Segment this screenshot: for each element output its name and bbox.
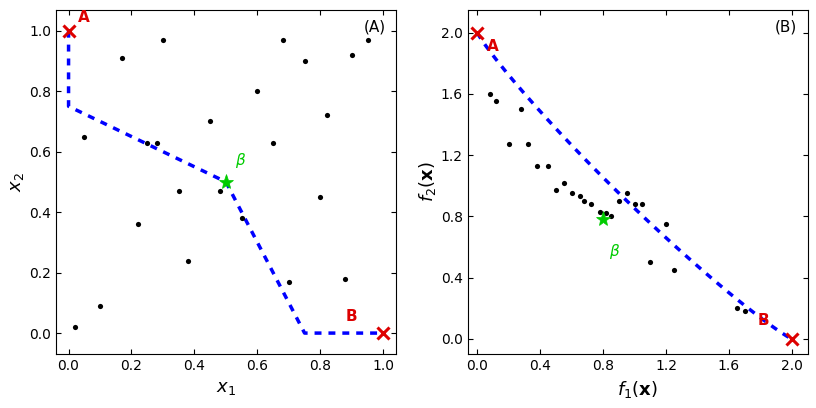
Point [235, 215, 248, 222]
Point [549, 187, 562, 193]
Point [267, 139, 280, 146]
Point [213, 188, 226, 194]
Point [565, 190, 579, 197]
Text: (A): (A) [363, 20, 386, 35]
Text: $\beta$: $\beta$ [235, 151, 246, 170]
Point [502, 141, 515, 148]
Point [182, 257, 195, 264]
Point [298, 58, 311, 64]
X-axis label: $f_1(\mathbf{x})$: $f_1(\mathbf{x})$ [617, 379, 659, 400]
Point [116, 55, 129, 61]
Point [251, 88, 264, 95]
Point [593, 208, 606, 215]
Text: A: A [78, 10, 90, 24]
Point [314, 194, 327, 200]
Point [94, 303, 107, 309]
Point [636, 201, 649, 207]
Point [69, 324, 82, 330]
Y-axis label: $x_2$: $x_2$ [8, 172, 26, 192]
Point [157, 37, 170, 43]
Point [620, 190, 633, 197]
Point [600, 210, 613, 217]
Point [150, 139, 163, 146]
X-axis label: $x_1$: $x_1$ [216, 379, 236, 397]
Point [131, 221, 144, 228]
Point [490, 98, 503, 105]
Point [605, 213, 618, 220]
Point [320, 112, 333, 119]
Point [339, 275, 352, 282]
Y-axis label: $f_2(\mathbf{x})$: $f_2(\mathbf{x})$ [417, 162, 438, 202]
Point [667, 267, 681, 273]
Point [738, 308, 752, 315]
Point [612, 198, 625, 204]
Point [276, 37, 289, 43]
Point [730, 305, 743, 312]
Point [204, 118, 217, 125]
Point [345, 52, 358, 58]
Point [515, 106, 528, 112]
Point [573, 193, 586, 200]
Point [361, 37, 374, 43]
Point [282, 278, 295, 285]
Text: A: A [486, 39, 499, 54]
Point [644, 259, 657, 266]
Point [483, 91, 496, 97]
Point [628, 201, 641, 207]
Text: B: B [757, 313, 769, 328]
Point [542, 162, 555, 169]
Point [659, 221, 672, 227]
Point [172, 188, 185, 194]
Point [578, 198, 591, 204]
Text: (B): (B) [775, 20, 797, 35]
Point [557, 180, 570, 186]
Point [530, 162, 543, 169]
Point [140, 139, 153, 146]
Text: B: B [345, 309, 357, 324]
Point [584, 201, 597, 207]
Point [78, 133, 91, 140]
Text: $\beta$: $\beta$ [610, 242, 621, 262]
Point [521, 141, 534, 148]
